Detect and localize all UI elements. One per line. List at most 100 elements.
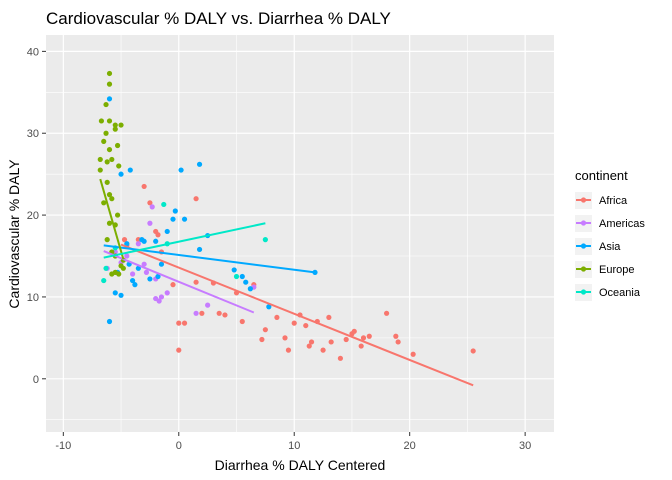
- point-asia: [243, 279, 249, 285]
- x-tick-label: 10: [288, 440, 300, 452]
- point-europe: [97, 167, 103, 173]
- point-africa: [259, 336, 265, 343]
- point-africa: [193, 196, 199, 202]
- point-africa: [262, 327, 268, 333]
- legend-key-point-europe: [580, 266, 587, 272]
- point-europe: [101, 138, 107, 145]
- point-asia: [147, 276, 153, 282]
- point-africa: [121, 237, 128, 243]
- point-africa: [320, 347, 326, 353]
- point-asia: [124, 241, 130, 247]
- point-africa: [351, 328, 357, 334]
- point-europe: [106, 81, 113, 87]
- point-asia: [132, 282, 138, 288]
- legend-key-point-africa: [580, 197, 587, 203]
- plot-panel: [46, 35, 554, 432]
- point-africa: [383, 310, 390, 316]
- point-europe: [97, 156, 103, 163]
- point-africa: [239, 318, 245, 325]
- x-tick-label: 20: [404, 440, 416, 452]
- point-africa: [306, 343, 312, 349]
- point-asia: [106, 318, 113, 325]
- fit-line-europe: [99, 178, 125, 260]
- point-africa: [343, 336, 349, 343]
- point-africa: [393, 333, 399, 339]
- point-asia: [178, 167, 184, 173]
- y-tick-label: 20: [27, 210, 39, 222]
- point-asia: [164, 228, 170, 235]
- point-europe: [116, 163, 122, 169]
- point-europe: [118, 122, 124, 128]
- point-asia: [118, 292, 124, 298]
- point-africa: [410, 351, 416, 357]
- point-europe: [104, 159, 110, 165]
- point-americas: [129, 271, 136, 277]
- point-asia: [239, 273, 245, 280]
- point-europe: [112, 126, 118, 132]
- y-axis-ticks: 0 10 20 30 40: [27, 46, 46, 386]
- point-oceania: [103, 265, 109, 271]
- point-africa: [141, 183, 147, 190]
- x-tick-label: 30: [519, 440, 531, 452]
- point-americas: [141, 261, 147, 267]
- fit-line-oceania: [103, 222, 266, 259]
- point-americas: [135, 241, 141, 247]
- point-americas: [147, 220, 153, 226]
- y-tick-label: 30: [27, 128, 39, 140]
- point-europe: [104, 179, 110, 185]
- major-gridlines: [46, 35, 554, 432]
- legend-label-oceania: Oceania: [599, 287, 641, 299]
- point-asia: [196, 161, 203, 167]
- point-asia: [155, 273, 161, 280]
- point-asia: [231, 267, 237, 273]
- point-africa: [291, 320, 297, 326]
- point-africa: [170, 282, 176, 288]
- point-europe: [106, 192, 113, 198]
- point-africa: [308, 339, 315, 345]
- point-asia: [127, 167, 133, 173]
- point-africa: [216, 310, 222, 316]
- x-axis-ticks: -10 0 10 20 30: [55, 432, 531, 452]
- point-asia: [141, 238, 147, 244]
- legend-label-asia: Asia: [599, 241, 621, 253]
- point-africa: [366, 333, 372, 339]
- minor-gridlines: [46, 35, 554, 432]
- x-tick-label: 0: [176, 440, 182, 452]
- point-africa: [337, 355, 344, 361]
- point-europe: [104, 237, 110, 243]
- y-tick-label: 0: [33, 374, 39, 386]
- point-oceania: [101, 277, 107, 284]
- point-europe: [114, 142, 121, 149]
- point-oceania: [233, 273, 240, 280]
- point-africa: [395, 339, 401, 345]
- fit-line-americas: [103, 250, 255, 314]
- point-asia: [118, 171, 124, 177]
- point-asia: [153, 238, 159, 244]
- point-asia: [266, 304, 272, 310]
- point-asia: [112, 290, 118, 296]
- point-oceania: [161, 201, 167, 208]
- point-africa: [193, 279, 199, 285]
- point-europe: [98, 118, 105, 124]
- y-tick-label: 40: [27, 46, 39, 58]
- point-asia: [196, 246, 203, 253]
- legend-key-point-oceania: [580, 289, 587, 295]
- point-europe: [106, 220, 113, 226]
- point-europe: [103, 130, 109, 136]
- point-africa: [326, 314, 332, 321]
- point-africa: [176, 320, 182, 326]
- point-europe: [106, 70, 113, 77]
- point-asia: [135, 265, 141, 271]
- point-europe: [103, 101, 109, 108]
- point-asia: [129, 277, 136, 284]
- legend-title: continent: [575, 168, 628, 183]
- legend-label-africa: Africa: [599, 195, 628, 207]
- point-asia: [247, 286, 253, 292]
- point-americas: [193, 310, 199, 316]
- point-africa: [147, 200, 153, 206]
- legend-key-point-americas: [580, 220, 587, 226]
- point-americas: [156, 298, 162, 304]
- point-europe: [101, 200, 107, 206]
- point-oceania: [262, 237, 268, 243]
